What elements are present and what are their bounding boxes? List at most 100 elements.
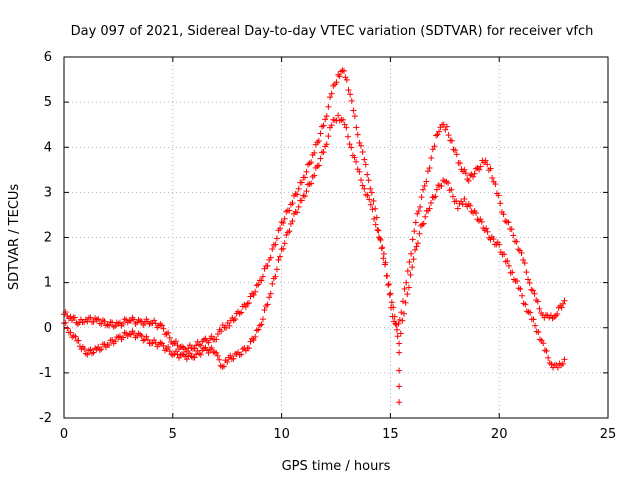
data-point xyxy=(71,314,78,321)
data-point xyxy=(171,350,178,357)
data-point xyxy=(98,346,105,353)
data-point xyxy=(306,180,313,187)
data-point xyxy=(311,149,318,156)
data-point xyxy=(226,322,233,329)
data-point xyxy=(151,317,158,324)
data-point xyxy=(245,300,252,307)
data-point xyxy=(372,221,379,228)
data-point xyxy=(504,258,511,265)
data-point xyxy=(374,226,381,233)
data-point xyxy=(95,316,102,323)
data-point xyxy=(423,178,430,185)
data-point xyxy=(269,280,276,287)
data-point xyxy=(421,182,428,189)
data-point xyxy=(230,355,237,362)
data-point xyxy=(273,235,280,242)
data-point xyxy=(245,345,252,352)
data-point xyxy=(67,329,74,336)
data-point xyxy=(440,121,447,128)
data-point xyxy=(335,71,342,78)
data-point xyxy=(371,215,378,222)
data-point xyxy=(365,177,372,184)
data-point xyxy=(172,338,179,345)
data-point xyxy=(186,342,193,349)
data-point xyxy=(84,318,91,325)
data-point xyxy=(322,116,329,123)
x-tick-label: 0 xyxy=(60,427,68,442)
data-point xyxy=(106,322,113,329)
data-point xyxy=(294,191,301,198)
data-point xyxy=(287,220,294,227)
data-point xyxy=(492,181,499,188)
data-point xyxy=(396,399,403,406)
data-point xyxy=(315,137,322,144)
data-point xyxy=(353,124,360,131)
data-point xyxy=(303,188,310,195)
data-point xyxy=(101,341,108,348)
data-point xyxy=(364,171,371,178)
data-point xyxy=(325,103,332,110)
data-point xyxy=(367,201,374,208)
data-point xyxy=(267,290,274,297)
data-point xyxy=(120,320,127,327)
data-point xyxy=(464,203,471,210)
data-point xyxy=(272,241,279,248)
data-point xyxy=(87,314,94,321)
data-point xyxy=(261,307,268,314)
data-point xyxy=(385,280,392,287)
data-point xyxy=(430,194,437,201)
data-point xyxy=(452,147,459,154)
data-point xyxy=(545,354,552,361)
data-point xyxy=(489,174,496,181)
data-point xyxy=(143,333,150,340)
data-point xyxy=(193,351,200,358)
data-point xyxy=(82,350,89,357)
data-point xyxy=(448,186,455,193)
data-point xyxy=(98,320,105,327)
data-point xyxy=(127,331,134,338)
data-point xyxy=(379,244,386,251)
data-point xyxy=(540,340,547,347)
data-point xyxy=(308,159,315,166)
data-point xyxy=(250,292,257,299)
data-point xyxy=(169,352,176,359)
data-point xyxy=(346,141,353,148)
data-point xyxy=(380,255,387,262)
data-point xyxy=(380,250,387,257)
data-point xyxy=(121,316,128,323)
data-point xyxy=(404,291,411,298)
data-point xyxy=(350,107,357,114)
data-point xyxy=(277,253,284,260)
data-point xyxy=(382,259,389,266)
data-point xyxy=(238,351,245,358)
data-point xyxy=(74,321,81,328)
data-point xyxy=(64,325,71,332)
data-point xyxy=(417,203,424,210)
data-point xyxy=(428,154,435,161)
data-point xyxy=(496,241,503,248)
data-point xyxy=(266,294,273,301)
data-point xyxy=(88,350,95,357)
data-point xyxy=(484,161,491,168)
data-point xyxy=(289,218,296,225)
data-point xyxy=(258,321,265,328)
data-point xyxy=(255,281,262,288)
data-point xyxy=(287,201,294,208)
data-point xyxy=(345,87,352,94)
data-point xyxy=(453,151,460,158)
data-point xyxy=(281,215,288,222)
data-point xyxy=(351,154,358,161)
data-point xyxy=(338,68,345,75)
data-point xyxy=(465,177,472,184)
data-point xyxy=(477,216,484,223)
data-point xyxy=(137,331,144,338)
data-point xyxy=(428,199,435,206)
data-point xyxy=(208,333,215,340)
data-point xyxy=(377,237,384,244)
data-point xyxy=(238,309,245,316)
data-point xyxy=(294,209,301,216)
data-point xyxy=(107,318,114,325)
data-point xyxy=(90,318,97,325)
data-point xyxy=(385,282,392,289)
data-point xyxy=(367,185,374,192)
